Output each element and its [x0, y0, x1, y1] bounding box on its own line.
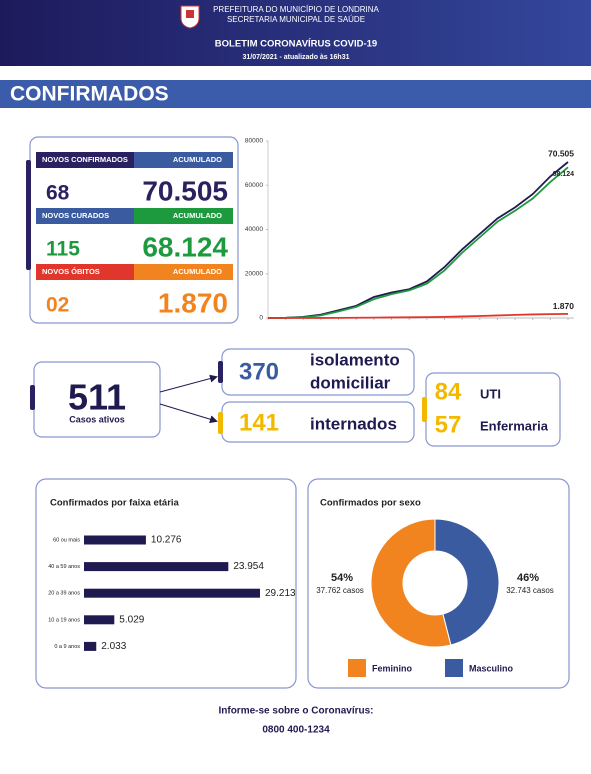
ward-value: 57 [435, 411, 462, 438]
bar [84, 588, 260, 598]
accent [218, 361, 223, 383]
row-total: 68.124 [142, 231, 228, 262]
accent [26, 160, 31, 270]
icu-value: 84 [435, 378, 462, 405]
pie-percent: 54% [331, 572, 353, 584]
series-line [267, 161, 569, 319]
pie-slice [434, 518, 500, 646]
ward-label: Enfermaria [480, 418, 549, 433]
header-line: PREFEITURA DO MUNICÍPIO DE LONDRINA [213, 5, 379, 14]
row-total-label: ACUMULADO [173, 211, 222, 220]
row-new: 115 [46, 238, 80, 261]
active-label: Casos ativos [69, 414, 125, 424]
value-label: 68.124 [553, 171, 575, 178]
accent [30, 385, 35, 410]
row-label: NOVOS ÓBITOS [42, 267, 100, 276]
row-bar-right [134, 264, 233, 280]
header-bar [0, 0, 591, 66]
category-label: 60 ou mais [53, 537, 80, 543]
crest [180, 5, 200, 29]
accent [422, 397, 427, 422]
section-bar [0, 80, 591, 108]
bar-box [35, 478, 297, 689]
line-chart: 0 20000 40000 60000 80000 70.505 68.124 1.870 [245, 138, 574, 322]
row-total-label: ACUMULADO [173, 155, 222, 164]
header-title: BOLETIM CORONAVÍRUS COVID-19 [215, 39, 377, 50]
row-bar-right [134, 152, 233, 168]
series-line [267, 166, 569, 319]
isolation-label: isolamento [310, 350, 400, 369]
pie-slice [370, 518, 452, 648]
row-total: 1.870 [158, 287, 228, 318]
category-label: 0 a 9 anos [54, 644, 80, 650]
value-label: 23.954 [233, 561, 264, 572]
value-label: 70.505 [548, 148, 574, 158]
pie-count: 32.743 casos [506, 586, 554, 595]
isolation-label: domiciliar [310, 373, 391, 392]
bar [84, 641, 97, 651]
pie-count: 37.762 casos [316, 586, 364, 595]
footer-line: Informe-se sobre o Coronavírus: [218, 706, 373, 717]
isolation-value: 370 [239, 358, 279, 385]
series-line [267, 312, 569, 319]
y-tick-label: 80000 [245, 138, 263, 145]
header-date: 31/07/2021 - atualizado às 16h31 [242, 54, 349, 61]
hospital-value: 141 [239, 409, 279, 436]
legend-label: Feminino [372, 663, 413, 673]
row-label: NOVOS CURADOS [42, 211, 109, 220]
row-total: 70.505 [142, 175, 228, 206]
summary: NOVOS CONFIRMADOS ACUMULADO 68 70.505 NOVOS … [36, 152, 233, 318]
value-label: 10.276 [151, 535, 182, 546]
y-tick-label: 20000 [245, 270, 263, 277]
row-new: 02 [46, 294, 69, 317]
bar [84, 562, 229, 572]
icu-label: UTI [480, 386, 501, 401]
accent [218, 412, 223, 434]
section-title: CONFIRMADOS [10, 83, 169, 106]
row-new: 68 [46, 182, 70, 205]
value-label: 2.033 [101, 641, 126, 652]
y-tick-label: 60000 [245, 182, 263, 189]
bar [84, 615, 115, 625]
chart-title: Confirmados por faixa etária [50, 498, 180, 509]
legend-label: Masculino [469, 663, 514, 673]
y-tick-label: 0 [259, 315, 263, 322]
category-label: 10 a 19 anos [48, 617, 80, 623]
pie-percent: 46% [517, 572, 539, 584]
category-label: 20 a 39 anos [48, 591, 80, 597]
bar [84, 535, 146, 545]
header-line: SECRETARIA MUNICIPAL DE SAÚDE [227, 15, 365, 24]
hospital-label: internados [310, 414, 397, 433]
active-value: 511 [68, 377, 126, 418]
row-bar-right [134, 208, 233, 224]
footer-phone: 0800 400-1234 [262, 725, 330, 736]
value-label: 29.213 [265, 588, 296, 599]
legend-swatch [348, 659, 366, 677]
bar-chart: Confirmados por faixa etária 60 ou mais 10… [48, 498, 296, 653]
category-label: 40 a 59 anos [48, 564, 80, 570]
value-label: 1.870 [553, 301, 575, 311]
row-label: NOVOS CONFIRMADOS [42, 155, 128, 164]
row-total-label: ACUMULADO [173, 267, 222, 276]
arrow [159, 403, 218, 424]
pie-box [307, 478, 570, 689]
chart-title: Confirmados por sexo [320, 498, 421, 509]
arrow [159, 374, 218, 393]
pie-chart: Confirmados por sexo 54% 37.762 casos Femin… [316, 498, 554, 677]
value-label: 5.029 [119, 614, 144, 625]
legend-swatch [445, 659, 463, 677]
y-tick-label: 40000 [245, 226, 263, 233]
